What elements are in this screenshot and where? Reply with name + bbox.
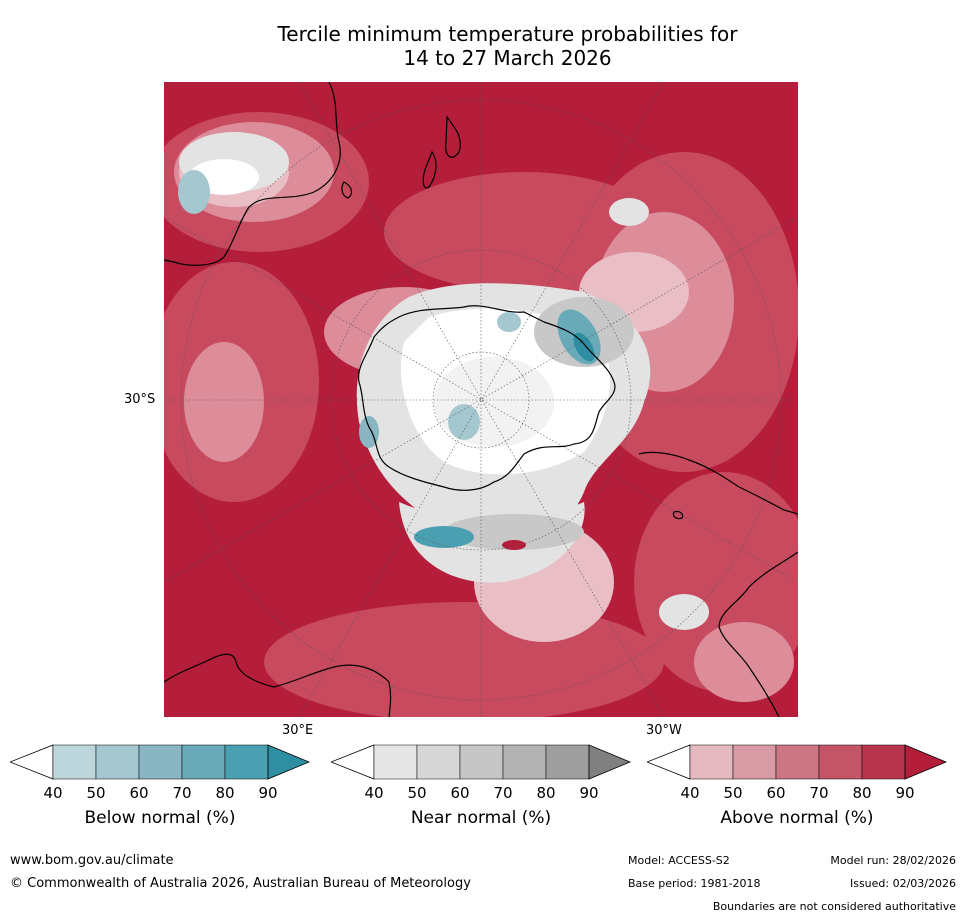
- colorbar-near-normal: [331, 744, 631, 780]
- tick-label: 70: [172, 784, 192, 802]
- tick-label: 90: [895, 784, 915, 802]
- falkland-coastline: [672, 510, 684, 520]
- tick-label: 70: [493, 784, 513, 802]
- tick-label: 40: [364, 784, 384, 802]
- above-normal-spot: [502, 540, 526, 550]
- colorbar-near-swatches: [331, 744, 631, 780]
- tick-label: 60: [766, 784, 786, 802]
- lon-label-30e: 30°E: [282, 723, 314, 738]
- colorbar-above-normal: [647, 744, 947, 780]
- disclaimer-text: Boundaries are not considered authoritat…: [712, 900, 956, 913]
- tick-label: 90: [258, 784, 278, 802]
- tick-label: 90: [579, 784, 599, 802]
- tick-label: 80: [215, 784, 235, 802]
- tick-label: 70: [809, 784, 829, 802]
- tick-label: 50: [86, 784, 106, 802]
- lat-label-30s: 30°S: [124, 392, 156, 407]
- tick-label: 50: [407, 784, 427, 802]
- colorbar-above-label: Above normal (%): [720, 808, 874, 828]
- new-zealand-coastline: [422, 115, 461, 189]
- colorbar-below-swatches: [10, 744, 310, 780]
- title-line-1: Tercile minimum temperature probabilitie…: [277, 22, 738, 46]
- australia-coastline: [164, 82, 341, 266]
- colorbar-above-ticks: 40 50 60 70 80 90: [647, 784, 947, 802]
- colorbar-below-label: Below normal (%): [84, 808, 236, 828]
- map-title: Tercile minimum temperature probabilitie…: [160, 22, 855, 70]
- base-period-text: Base period: 1981-2018: [628, 877, 761, 890]
- colorbar-below-ticks: 40 50 60 70 80 90: [10, 784, 310, 802]
- model-run-text: Model run: 28/02/2026: [830, 854, 956, 867]
- tick-label: 40: [43, 784, 63, 802]
- tick-label: 80: [852, 784, 872, 802]
- coastlines: [164, 82, 798, 717]
- tick-label: 60: [129, 784, 149, 802]
- graticule: [164, 82, 798, 717]
- map-canvas: [164, 82, 798, 717]
- tasmania-coastline: [341, 181, 353, 199]
- colorbar-below-normal: [10, 744, 310, 780]
- south-america-coastline: [638, 451, 798, 717]
- africa-coastline: [164, 653, 392, 717]
- lon-label-30w: 30°W: [646, 723, 682, 738]
- colorbar-near-label: Near normal (%): [410, 808, 552, 828]
- colorbar-above-swatches: [647, 744, 947, 780]
- tick-label: 50: [723, 784, 743, 802]
- tick-label: 40: [680, 784, 700, 802]
- colorbar-near-ticks: 40 50 60 70 80 90: [331, 784, 631, 802]
- title-line-2: 14 to 27 March 2026: [403, 46, 612, 70]
- issued-text: Issued: 02/03/2026: [849, 877, 956, 890]
- tick-label: 80: [536, 784, 556, 802]
- antarctica-coastline: [357, 305, 616, 491]
- probability-map[interactable]: [164, 82, 798, 717]
- copyright-text: © Commonwealth of Australia 2026, Austra…: [10, 876, 471, 891]
- model-text: Model: ACCESS-S2: [628, 854, 730, 867]
- website-link[interactable]: www.bom.gov.au/climate: [10, 853, 174, 868]
- tick-label: 60: [450, 784, 470, 802]
